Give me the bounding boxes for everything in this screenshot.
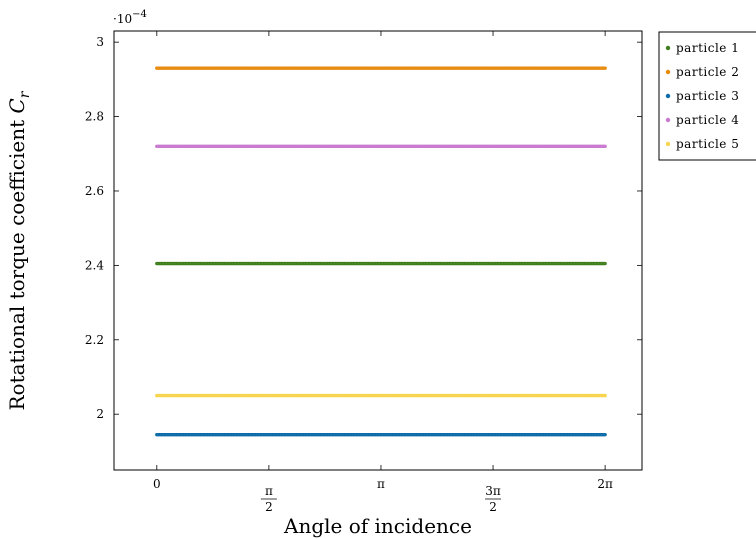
x-tick-label: π2: [260, 484, 277, 514]
y-tick-label: 2.2: [85, 333, 104, 347]
y-tick-label: 3: [96, 35, 104, 49]
y-axis-title-subscript: r: [17, 90, 33, 98]
legend-label: particle 3: [676, 89, 739, 103]
y-multiplier-exponent: −4: [132, 9, 147, 20]
y-multiplier-base: ·10: [113, 12, 132, 26]
y-axis-title-symbol: C: [5, 98, 29, 113]
legend: particle 1 particle 2 particle 3 particle 4…: [658, 31, 756, 161]
legend-item: particle 3: [665, 89, 739, 103]
y-axis-title: Rotational torque coefficient Cr: [5, 90, 33, 410]
legend-item: particle 1: [665, 41, 739, 55]
legend-label: particle 4: [676, 113, 739, 127]
x-tick-label-denominator: 2: [489, 500, 497, 514]
legend-frame: [658, 31, 756, 161]
x-axis-title: Angle of incidence: [283, 514, 472, 538]
x-tick-label: 3π2: [485, 484, 502, 514]
legend-marker: [665, 93, 671, 99]
legend-item: particle 5: [665, 137, 739, 151]
legend-item: particle 4: [665, 113, 739, 127]
legend-label: particle 1: [676, 41, 739, 55]
x-tick-label: 2π: [597, 477, 613, 491]
plot-frame: [113, 30, 643, 471]
x-tick-label-numerator: 3π: [485, 484, 501, 498]
legend-label: particle 5: [676, 137, 739, 151]
legend-entries: particle 1 particle 2 particle 3 particle 4…: [665, 41, 739, 151]
x-tick-label-denominator: 2: [265, 500, 273, 514]
y-axis-title-text: Rotational torque coefficient: [5, 114, 29, 411]
series-layer: [155, 66, 607, 437]
y-tick-label: 2.4: [85, 258, 104, 272]
y-tick-label: 2.6: [85, 184, 104, 198]
y-multiplier: ·10−4: [113, 9, 147, 26]
legend-item: particle 2: [665, 65, 739, 79]
y-tick-label: 2.8: [85, 110, 104, 124]
legend-label: particle 2: [676, 65, 739, 79]
x-tick-label: π: [377, 477, 385, 491]
legend-marker: [665, 45, 671, 51]
legend-marker: [665, 69, 671, 75]
x-tick-label-numerator: π: [265, 484, 273, 498]
legend-marker: [665, 141, 671, 147]
x-tick-label: 0: [153, 477, 161, 491]
y-tick-label: 2: [96, 407, 104, 421]
legend-marker: [665, 117, 671, 123]
